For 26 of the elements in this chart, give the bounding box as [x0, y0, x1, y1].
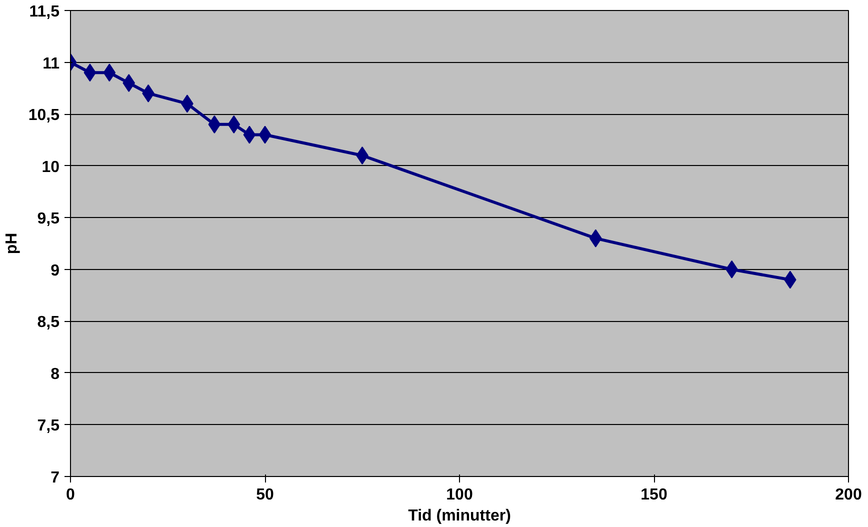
- point: [243, 126, 256, 144]
- y-tick-label: 9: [50, 262, 60, 280]
- point: [784, 270, 796, 289]
- y-tick-label: 7,5: [37, 418, 60, 435]
- point: [589, 229, 602, 248]
- x-tick-label: 200: [835, 486, 862, 504]
- point: [258, 126, 272, 144]
- y-tick-label: 7: [50, 470, 60, 486]
- x-tick-label: 50: [256, 486, 274, 504]
- y-tick-label: 11: [42, 55, 60, 72]
- x-axis-title: Tid (minutter): [408, 508, 511, 524]
- point: [228, 115, 240, 134]
- point: [208, 115, 221, 134]
- y-tick-label: 9,5: [37, 210, 60, 228]
- point: [84, 64, 96, 82]
- point: [103, 64, 116, 82]
- point: [122, 74, 136, 92]
- y-tick-label: 10: [42, 158, 60, 176]
- y-tick-label: 8: [50, 366, 60, 383]
- x-tick-label: 100: [446, 486, 473, 504]
- y-axis-title: pH: [3, 232, 20, 254]
- y-tick-label: 10,5: [28, 107, 60, 124]
- x-tick-label: 0: [66, 486, 76, 504]
- x-tick-label: 150: [640, 486, 668, 504]
- y-tick-label: 11,5: [29, 4, 60, 20]
- y-tick-label: 8,5: [37, 314, 60, 332]
